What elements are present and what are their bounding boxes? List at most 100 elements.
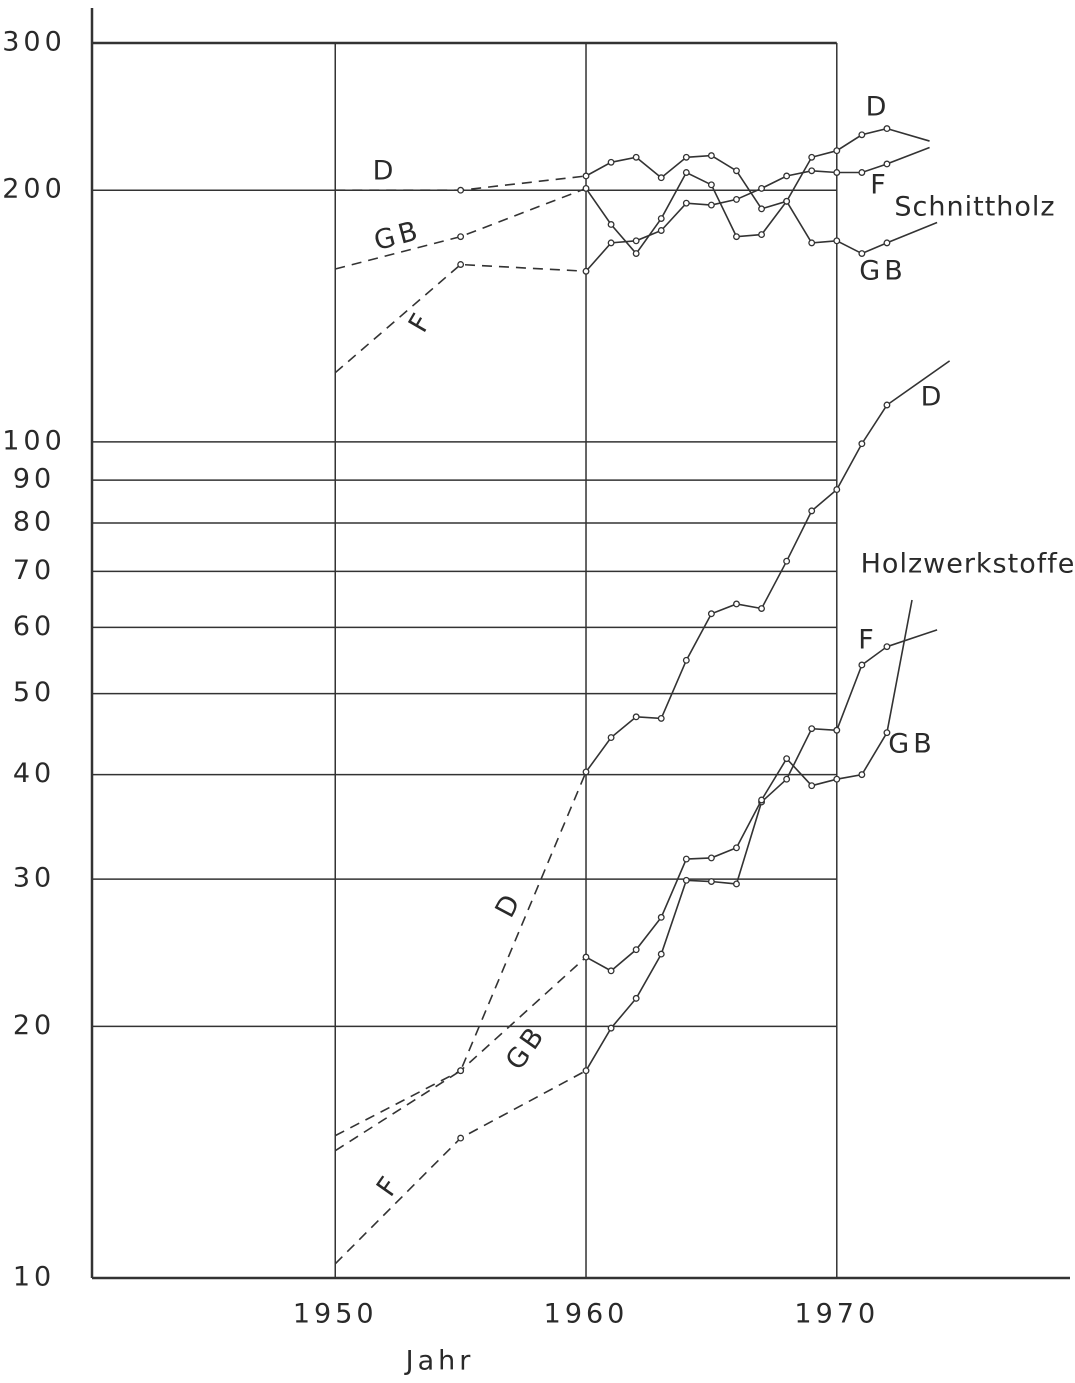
data-point: [783, 755, 791, 763]
data-point: [457, 1134, 465, 1142]
data-point: [632, 153, 640, 161]
data-point: [733, 195, 740, 203]
y-tick-label: 90: [13, 464, 55, 495]
series-line-dashed: [334, 1069, 587, 1265]
data-point: [582, 172, 590, 180]
data-point: [632, 237, 640, 245]
data-point: [733, 600, 740, 608]
data-point: [783, 775, 791, 783]
data-point: [607, 239, 615, 247]
data-point: [632, 713, 640, 721]
data-point: [682, 199, 690, 207]
data-point: [783, 172, 791, 180]
data-point: [607, 967, 615, 975]
data-point: [582, 184, 590, 192]
data-point: [457, 261, 465, 268]
data-point: [733, 880, 740, 888]
data-point: [833, 486, 841, 494]
data-point: [883, 401, 891, 409]
data-point: [707, 201, 715, 209]
data-point: [833, 726, 841, 734]
series-label: GB: [888, 729, 935, 760]
y-tick-label: 70: [13, 555, 55, 586]
annotation: Holzwerkstoffe: [861, 549, 1075, 580]
data-point: [607, 221, 615, 228]
data-point: [808, 167, 816, 175]
data-point: [783, 197, 791, 205]
y-tick-label: 200: [2, 174, 66, 205]
data-point: [783, 557, 791, 565]
series-line: [585, 146, 930, 272]
series-label: D: [921, 382, 946, 413]
data-point: [582, 267, 590, 275]
series-line-dashed: [334, 956, 587, 1137]
series-label: D: [866, 92, 891, 123]
data-point: [808, 239, 816, 247]
data-point: [758, 184, 766, 192]
data-point: [632, 250, 640, 257]
data-point: [858, 771, 866, 779]
data-point: [682, 153, 690, 161]
data-point: [682, 855, 690, 863]
data-point: [657, 714, 665, 722]
data-point: [858, 661, 866, 669]
series-line: [585, 127, 930, 210]
series-label: D: [490, 886, 529, 922]
data-point: [632, 946, 640, 954]
y-tick-label: 30: [13, 863, 55, 894]
series-line: [585, 171, 938, 255]
data-point: [858, 250, 866, 257]
data-point: [833, 147, 841, 155]
data-point: [808, 782, 816, 790]
series-line-dashed: [334, 771, 587, 1152]
data-point: [457, 233, 465, 241]
data-point: [457, 186, 465, 194]
data-point: [582, 1067, 590, 1075]
data-point: [758, 796, 766, 804]
data-point: [682, 876, 690, 884]
series-line: [585, 599, 913, 972]
data-point: [682, 656, 690, 664]
y-tick-label: 60: [13, 611, 55, 642]
series-line: [585, 629, 938, 1072]
data-point: [808, 725, 816, 733]
y-tick-label: 300: [2, 27, 66, 58]
y-tick-label: 50: [13, 677, 55, 708]
data-point: [733, 844, 740, 852]
data-point: [883, 239, 891, 247]
series-line-dashed: [335, 187, 587, 270]
annotation: Schnittholz: [894, 192, 1055, 223]
data-point: [657, 913, 665, 921]
x-tick-label: 1960: [544, 1299, 629, 1330]
data-point: [707, 610, 715, 618]
data-point: [758, 231, 766, 239]
data-point: [733, 167, 740, 175]
data-point: [707, 152, 715, 160]
data-point: [883, 643, 891, 651]
series-line: [585, 360, 951, 773]
data-point: [657, 215, 665, 222]
data-point: [858, 169, 866, 176]
data-point: [707, 878, 715, 885]
data-point: [657, 174, 665, 182]
data-point: [632, 994, 640, 1002]
series-line-dashed: [334, 263, 587, 374]
data-point: [657, 227, 665, 234]
data-point: [582, 768, 590, 776]
y-tick-label: 100: [2, 425, 66, 456]
x-tick-label: 1950: [293, 1299, 378, 1330]
x-tick-label: 1970: [794, 1299, 879, 1330]
x-axis-label: Jahr: [404, 1346, 475, 1377]
series-label: GB: [859, 256, 906, 287]
data-point: [607, 734, 615, 742]
y-tick-label: 80: [13, 506, 55, 537]
data-point: [883, 125, 891, 133]
data-point: [682, 169, 690, 176]
series-label: D: [373, 156, 398, 187]
data-point: [733, 233, 740, 241]
series-label: F: [858, 625, 878, 656]
data-point: [808, 153, 816, 161]
data-point: [858, 440, 866, 448]
y-tick-label: 40: [13, 758, 55, 789]
